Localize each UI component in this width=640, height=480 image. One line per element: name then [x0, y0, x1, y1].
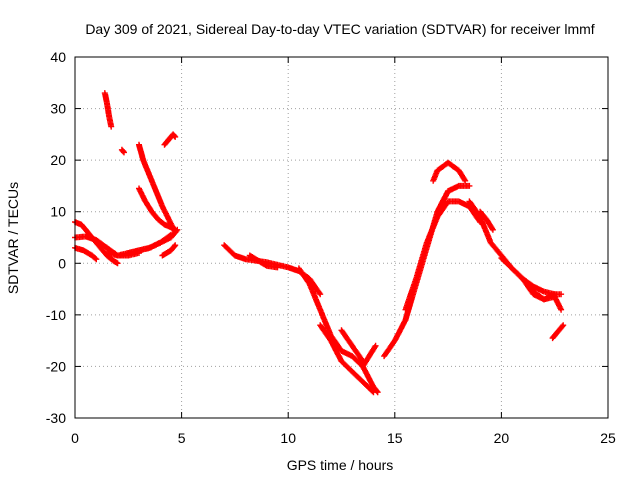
series-trace-h — [136, 185, 179, 233]
series-trace-g — [136, 141, 179, 236]
series-markers — [125, 226, 181, 256]
series-trace-w — [477, 208, 496, 233]
series-markers — [136, 185, 179, 233]
series-markers — [118, 146, 127, 156]
y-tick-label: -20 — [46, 358, 66, 374]
series-trace-k — [161, 131, 179, 148]
series-markers — [430, 159, 469, 184]
series-markers — [101, 90, 115, 130]
series-markers — [402, 198, 484, 313]
tick-layer: 0 5 10 15 20 25 -30 -20 -10 0 10 20 30 40 — [46, 49, 616, 446]
plot-frame — [74, 56, 609, 419]
x-tick-label: 0 — [71, 430, 79, 446]
x-tick-label: 20 — [494, 430, 510, 446]
y-tick-label: 30 — [50, 101, 66, 117]
x-tick-label: 25 — [600, 430, 616, 446]
series-markers — [477, 208, 496, 233]
series-markers — [136, 141, 179, 236]
series-markers — [519, 275, 565, 313]
x-tick-label: 10 — [280, 430, 296, 446]
series-trace-y — [519, 275, 565, 313]
series-markers — [246, 252, 281, 271]
series-trace-d — [101, 90, 115, 130]
series-markers — [434, 182, 473, 215]
series-trace-z — [549, 322, 567, 342]
series-markers — [359, 342, 379, 370]
x-tick-label: 15 — [387, 430, 403, 446]
series-trace-p — [338, 327, 366, 365]
series-trace-q — [359, 342, 379, 370]
series-trace-s — [402, 198, 484, 313]
x-tick-label: 5 — [178, 430, 186, 446]
series-markers — [159, 242, 179, 259]
y-tick-label: 40 — [50, 49, 66, 65]
series-trace-e — [118, 146, 127, 156]
series-trace-i — [125, 226, 181, 256]
series-trace-o — [317, 322, 377, 396]
series-markers — [161, 131, 179, 148]
y-tick-label: -10 — [46, 307, 66, 323]
series-markers — [549, 322, 567, 342]
y-tick-label: 20 — [50, 152, 66, 168]
series-trace-t — [430, 159, 469, 184]
series-trace-u — [434, 182, 473, 215]
series-markers — [338, 327, 366, 365]
series-markers — [317, 322, 377, 396]
x-axis-label: GPS time / hours — [287, 457, 394, 473]
series-trace-j — [159, 242, 179, 259]
y-axis-label: SDTVAR / TECUs — [5, 182, 21, 294]
y-tick-label: 0 — [58, 255, 66, 271]
chart-title: Day 309 of 2021, Sidereal Day-to-day VTE… — [85, 21, 594, 37]
series-trace-m — [246, 252, 281, 271]
y-tick-label: -30 — [46, 410, 66, 426]
y-tick-label: 10 — [50, 204, 66, 220]
